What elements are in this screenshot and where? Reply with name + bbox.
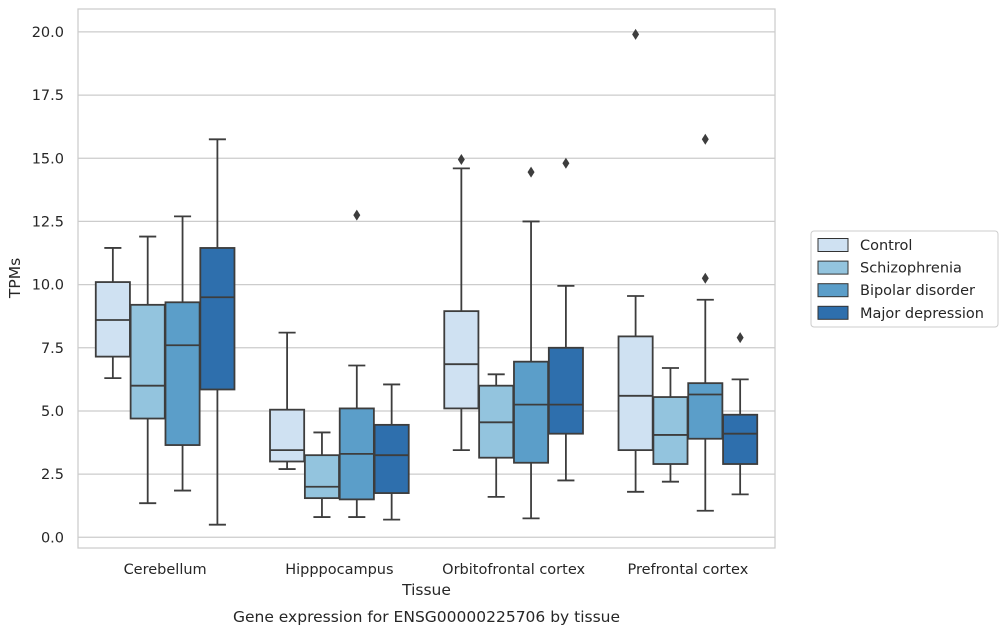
y-tick-label: 7.5: [41, 341, 64, 357]
box-1-3: [164, 215, 201, 492]
box-body: [687, 382, 724, 440]
box-body: [269, 408, 306, 463]
box-body: [547, 346, 584, 435]
x-tick-label: Prefrontal cortex: [627, 562, 748, 578]
chart-caption: Gene expression for ENSG00000225706 by t…: [233, 608, 620, 626]
box-body: [129, 303, 166, 420]
outlier-marker: [701, 272, 709, 284]
box-body: [722, 413, 759, 465]
y-tick-label: 0.0: [41, 530, 64, 546]
y-tick-label: 12.5: [32, 214, 64, 230]
box-3-3: [513, 166, 550, 520]
x-axis-label: Tissue: [401, 581, 451, 599]
x-tick-label: Cerebellum: [124, 562, 207, 578]
box-body: [164, 301, 201, 446]
box-4-1: [617, 28, 654, 493]
y-tick-label: 5.0: [41, 404, 64, 420]
outlier-marker: [736, 332, 744, 344]
box-body: [199, 247, 236, 391]
box-3-4: [547, 157, 584, 482]
y-tick-label: 15.0: [32, 151, 64, 167]
box-2-4: [373, 383, 410, 521]
y-tick-label: 20.0: [32, 25, 64, 41]
legend-swatch: [817, 260, 849, 275]
legend-label: Major depression: [860, 306, 984, 322]
box-1-2: [129, 235, 166, 505]
box-body: [443, 310, 480, 410]
x-tick-label: Orbitofrontal cortex: [442, 562, 585, 578]
box-groups: [94, 28, 759, 526]
outlier-marker: [562, 157, 570, 169]
x-tick-labels: Cerebellum Hipppocampus Orbitofrontal cort…: [124, 562, 749, 578]
legend-frame: [810, 230, 999, 328]
plot-frame: [77, 8, 776, 549]
outlier-marker: [701, 133, 709, 145]
legend-label: Control: [860, 238, 912, 254]
box-3-2: [478, 373, 515, 498]
box-2-3: [338, 209, 375, 518]
legend-label: Schizophrenia: [860, 261, 962, 277]
box-4-2: [652, 367, 689, 483]
box-3-1: [443, 154, 480, 452]
box-1-4: [199, 138, 236, 526]
box-body: [617, 335, 654, 452]
legend-swatch: [817, 305, 849, 320]
box-body: [303, 454, 340, 500]
box-2-2: [303, 431, 340, 518]
x-tick-label: Hipppocampus: [285, 562, 393, 578]
legend: Control Schizophrenia Bipolar disorder Majo…: [810, 230, 999, 328]
box-2-1: [269, 331, 306, 470]
outlier-marker: [527, 166, 535, 178]
outlier-marker: [632, 28, 640, 40]
box-body: [652, 396, 689, 465]
y-tick-label: 2.5: [41, 467, 64, 483]
box-1-1: [94, 247, 131, 379]
legend-swatch: [817, 283, 849, 298]
legend-label: Bipolar disorder: [860, 283, 975, 299]
box-4-3: [687, 133, 724, 512]
y-tick-label: 17.5: [32, 88, 64, 104]
box-body: [373, 423, 410, 494]
y-axis-label: TPMs: [6, 258, 24, 299]
outlier-marker: [353, 209, 361, 221]
outlier-marker: [457, 154, 465, 166]
box-body: [513, 360, 550, 464]
legend-swatch: [817, 238, 849, 252]
box-4-4: [722, 332, 759, 496]
y-tick-label: 10.0: [32, 278, 64, 294]
y-tick-labels: 0.0 2.5 5.0 7.5 10.0 12.5 15.0 17.5 20.0: [32, 25, 64, 546]
